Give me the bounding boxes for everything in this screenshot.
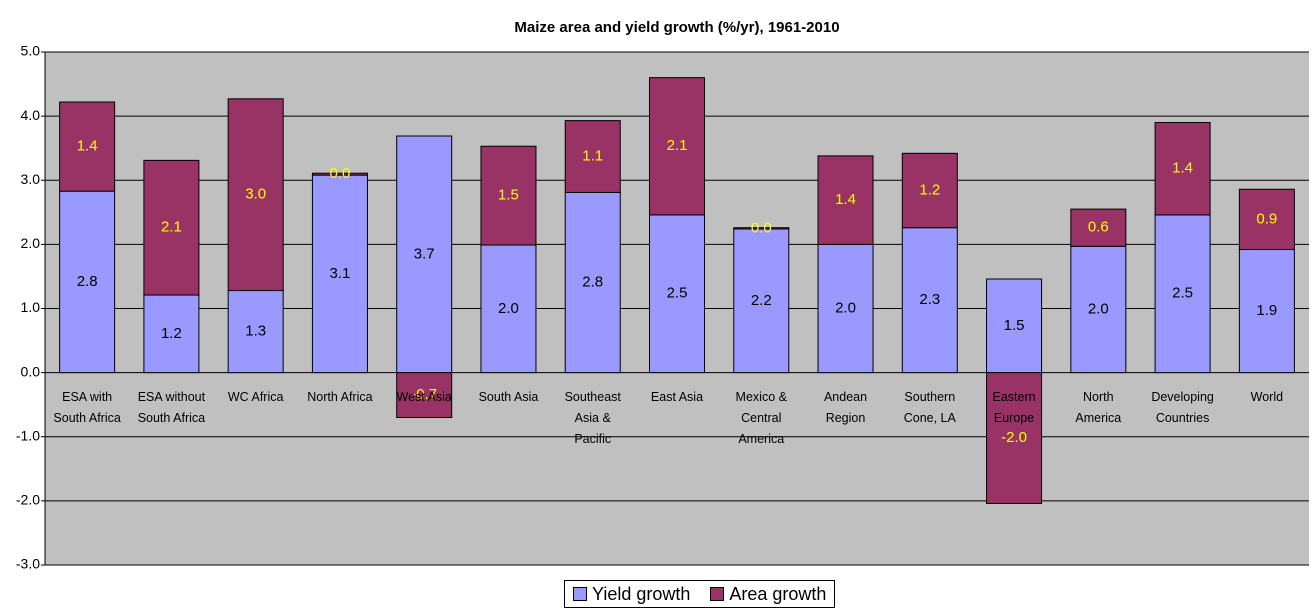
x-tick-label: North Africa [307,389,373,404]
bar-segment [1070,245,1127,374]
x-tick-label: South Asia [478,389,539,404]
y-tick-label: 0.0 [21,363,41,379]
data-label: 1.4 [1172,160,1193,177]
data-label: 2.8 [582,273,603,290]
data-label: 1.2 [161,325,182,342]
data-label: 2.8 [77,273,98,290]
bar-segment [396,372,453,419]
data-label: 0.0 [751,219,772,236]
bar-segment [1154,122,1211,216]
data-label: -2.0 [1001,429,1027,446]
x-tick-label: Mexico & Central America [735,389,787,446]
data-label: 3.7 [414,245,435,262]
bar-segment [564,120,621,193]
data-label: 0.6 [1088,219,1109,236]
data-label: 2.3 [919,291,940,308]
data-label: 1.2 [919,181,940,198]
bar-segment [733,227,790,230]
data-label: 1.5 [1004,317,1025,334]
bar-segment [59,101,116,192]
bar-segment [733,228,790,374]
legend-item: Yield growth [573,584,690,605]
data-label: 1.4 [835,191,856,208]
bar-segment [1238,188,1295,251]
y-tick-label: -2.0 [16,492,40,508]
data-label: 2.1 [161,219,182,236]
x-tick-label: ESA with South Africa [53,389,121,425]
data-label: 1.4 [77,138,98,155]
x-tick-label: East Asia [650,389,704,404]
bar-segment [1154,214,1211,374]
chart-title: Maize area and yield growth (%/yr), 1961… [514,19,839,36]
data-label: 2.0 [835,299,856,316]
data-label: -0.7 [411,386,437,403]
legend: Yield growth Area growth [564,580,836,608]
y-tick-label: 4.0 [21,107,41,123]
bar-segment [901,152,958,229]
data-label: 1.1 [582,147,603,164]
x-tick-label: West Asia [396,389,452,404]
bar-segment [817,155,874,245]
y-tick-label: 5.0 [21,43,41,59]
y-tick-label: -1.0 [16,427,40,443]
x-tick-label: Eastern Europe [992,389,1036,425]
legend-label: Area growth [729,583,827,604]
y-tick-label: 3.0 [21,171,41,187]
legend-label: Yield growth [592,583,691,604]
bar-segment [396,135,453,374]
x-tick-label: WC Africa [227,389,284,404]
bar-segment [986,372,1043,504]
bar-segment [901,227,958,374]
data-label: 3.0 [245,186,266,203]
bar-segment [143,159,200,296]
x-tick-label: Southern Cone, LA [903,389,956,425]
y-tick-label: 1.0 [21,299,41,315]
bar-segment [480,145,537,246]
data-label: 2.5 [667,285,688,302]
data-label: 2.1 [667,137,688,154]
data-label: 2.0 [498,300,519,317]
x-tick-label: Developing Countries [1151,389,1214,425]
data-label: 0.0 [330,165,351,182]
data-label: 1.9 [1256,302,1277,319]
legend-item: Area growth [710,584,826,605]
x-tick-label: Andean Region [823,389,868,425]
legend-swatch [710,587,725,601]
x-tick-label: North America [1075,389,1122,425]
bar-segment [311,174,368,374]
bar-segment [1070,208,1127,247]
bar-segment [986,278,1043,374]
y-tick-label: -3.0 [16,556,40,572]
legend-swatch [573,587,587,601]
x-tick-label: World [1250,389,1284,404]
data-label: 2.0 [1088,300,1109,317]
x-tick-label: ESA without South Africa [137,389,206,425]
bar-segment [311,172,368,176]
bar-segment [649,77,705,216]
data-label: 3.1 [330,265,351,282]
bar-segment [649,214,705,374]
x-tick-label: Southeast Asia & Pacific [564,389,621,446]
bar-segment [817,243,874,374]
bar-segment [227,290,284,374]
data-label: 2.2 [751,292,772,309]
data-label: 1.5 [498,187,519,204]
bar-segment [227,98,284,292]
bar-segment [59,190,116,374]
y-tick-label: 2.0 [21,235,41,251]
data-label: 1.3 [245,323,266,340]
data-label: 2.5 [1172,285,1193,302]
data-label: 0.9 [1256,210,1277,227]
bar-segment [143,294,200,374]
